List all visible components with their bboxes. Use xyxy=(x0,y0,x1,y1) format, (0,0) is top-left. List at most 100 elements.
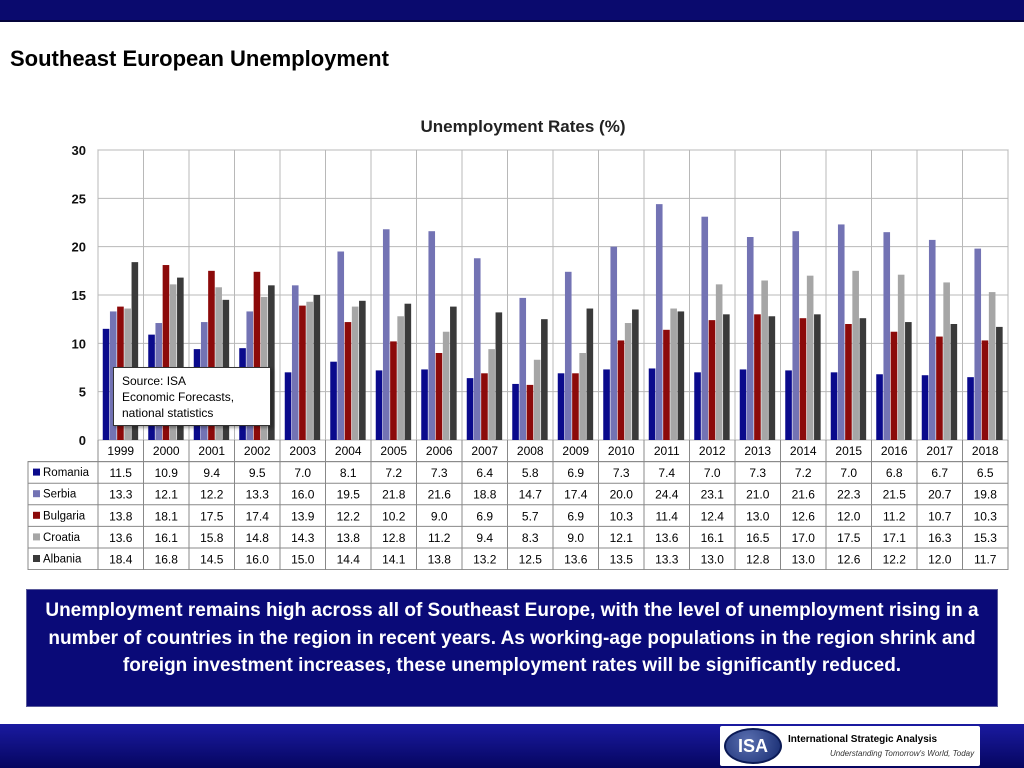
x-tick-label: 2009 xyxy=(562,444,589,458)
bar-bulgaria-2003 xyxy=(299,305,306,440)
data-label: 7.2 xyxy=(385,466,402,480)
bar-romania-2016 xyxy=(876,374,883,440)
bar-croatia-2005 xyxy=(397,316,404,440)
data-label: 18.8 xyxy=(473,488,497,502)
data-label: 10.2 xyxy=(382,509,406,523)
bar-croatia-2004 xyxy=(351,306,359,440)
bar-croatia-2010 xyxy=(624,323,632,440)
data-label: 21.8 xyxy=(382,488,406,502)
data-label: 12.1 xyxy=(610,531,634,545)
data-label: 15.0 xyxy=(291,553,315,567)
bar-bulgaria-2018 xyxy=(981,340,989,440)
data-label: 7.3 xyxy=(613,466,630,480)
bar-bulgaria-2016 xyxy=(890,331,898,440)
bar-serbia-2010 xyxy=(610,246,618,440)
data-label: 17.1 xyxy=(883,531,907,545)
data-label: 11.2 xyxy=(883,509,906,523)
bar-serbia-2003 xyxy=(291,285,299,440)
bar-croatia-2012 xyxy=(715,284,723,440)
bar-croatia-2006 xyxy=(442,331,450,440)
bar-albania-2006 xyxy=(450,306,457,440)
data-label: 12.4 xyxy=(701,509,725,523)
data-label: 11.5 xyxy=(110,466,133,480)
bar-romania-2010 xyxy=(603,369,610,440)
data-label: 13.0 xyxy=(746,509,770,523)
bar-albania-2002 xyxy=(268,285,275,440)
bar-serbia-2005 xyxy=(382,229,390,440)
data-label: 15.3 xyxy=(974,531,998,545)
data-label: 6.9 xyxy=(567,509,584,523)
data-label: 13.6 xyxy=(564,553,588,567)
bar-serbia-2008 xyxy=(519,297,527,440)
bar-serbia-2013 xyxy=(746,237,754,440)
bar-bulgaria-2010 xyxy=(617,340,625,440)
data-label: 16.1 xyxy=(155,531,179,545)
bar-romania-2013 xyxy=(739,369,747,440)
bar-albania-2009 xyxy=(586,308,594,440)
data-label: 11.7 xyxy=(974,553,997,567)
x-tick-label: 2002 xyxy=(244,444,271,458)
data-label: 22.3 xyxy=(837,488,861,502)
bar-romania-2005 xyxy=(375,370,383,440)
legend-label-serbia: Serbia xyxy=(43,489,77,501)
data-label: 12.0 xyxy=(928,553,952,567)
data-label: 13.0 xyxy=(701,553,725,567)
bar-bulgaria-2000 xyxy=(162,265,170,440)
bar-romania-2012 xyxy=(694,372,701,440)
bar-albania-2015 xyxy=(859,318,867,440)
data-label: 11.4 xyxy=(656,509,679,523)
bar-croatia-2003 xyxy=(306,301,313,440)
data-label: 16.5 xyxy=(746,531,770,545)
data-label: 17.4 xyxy=(564,488,588,502)
data-label: 12.0 xyxy=(837,509,861,523)
legend-label-romania: Romania xyxy=(43,467,90,479)
data-label: 11.2 xyxy=(428,531,451,545)
x-tick-label: 2017 xyxy=(926,444,953,458)
y-tick-label: 30 xyxy=(72,143,86,158)
legend-swatch-romania xyxy=(33,468,40,476)
company-name: International Strategic Analysis xyxy=(788,734,938,745)
x-tick-label: 2016 xyxy=(881,444,908,458)
data-label: 6.9 xyxy=(567,466,584,480)
bar-albania-2014 xyxy=(814,314,821,440)
bar-bulgaria-2015 xyxy=(845,324,852,440)
data-label: 19.5 xyxy=(337,488,361,502)
data-label: 21.6 xyxy=(792,488,816,502)
data-label: 14.3 xyxy=(291,531,315,545)
data-label: 8.3 xyxy=(522,531,539,545)
data-label: 12.1 xyxy=(155,488,179,502)
x-tick-label: 2001 xyxy=(198,444,225,458)
bar-serbia-2018 xyxy=(974,248,982,440)
data-label: 9.0 xyxy=(567,531,584,545)
bar-bulgaria-2013 xyxy=(754,314,761,440)
bar-romania-2018 xyxy=(967,377,974,440)
y-tick-label: 25 xyxy=(72,191,86,206)
data-label: 16.3 xyxy=(928,531,952,545)
bar-albania-2018 xyxy=(996,326,1003,440)
data-label: 12.5 xyxy=(519,553,543,567)
data-label: 14.4 xyxy=(337,553,361,567)
x-tick-label: 2003 xyxy=(289,444,316,458)
data-label: 13.6 xyxy=(109,531,133,545)
data-label: 18.1 xyxy=(155,509,179,523)
bar-albania-2016 xyxy=(905,322,912,440)
data-label: 7.4 xyxy=(658,466,675,480)
bar-serbia-2007 xyxy=(473,258,481,440)
bar-romania-2011 xyxy=(648,368,656,440)
bar-croatia-2000 xyxy=(169,284,177,440)
data-label: 7.0 xyxy=(294,466,311,480)
x-tick-label: 2018 xyxy=(972,444,999,458)
data-label: 13.9 xyxy=(291,509,315,523)
legend-swatch-bulgaria xyxy=(33,511,40,519)
data-label: 17.5 xyxy=(837,531,861,545)
data-label: 7.2 xyxy=(795,466,812,480)
data-label: 16.0 xyxy=(246,553,270,567)
x-tick-label: 2013 xyxy=(744,444,771,458)
data-label: 10.3 xyxy=(974,509,998,523)
page-title: Southeast European Unemployment xyxy=(10,46,389,71)
data-label: 14.5 xyxy=(200,553,224,567)
bar-croatia-2009 xyxy=(579,353,586,440)
data-label: 6.9 xyxy=(476,509,493,523)
bar-croatia-2008 xyxy=(533,359,541,440)
bar-bulgaria-2008 xyxy=(526,384,534,440)
